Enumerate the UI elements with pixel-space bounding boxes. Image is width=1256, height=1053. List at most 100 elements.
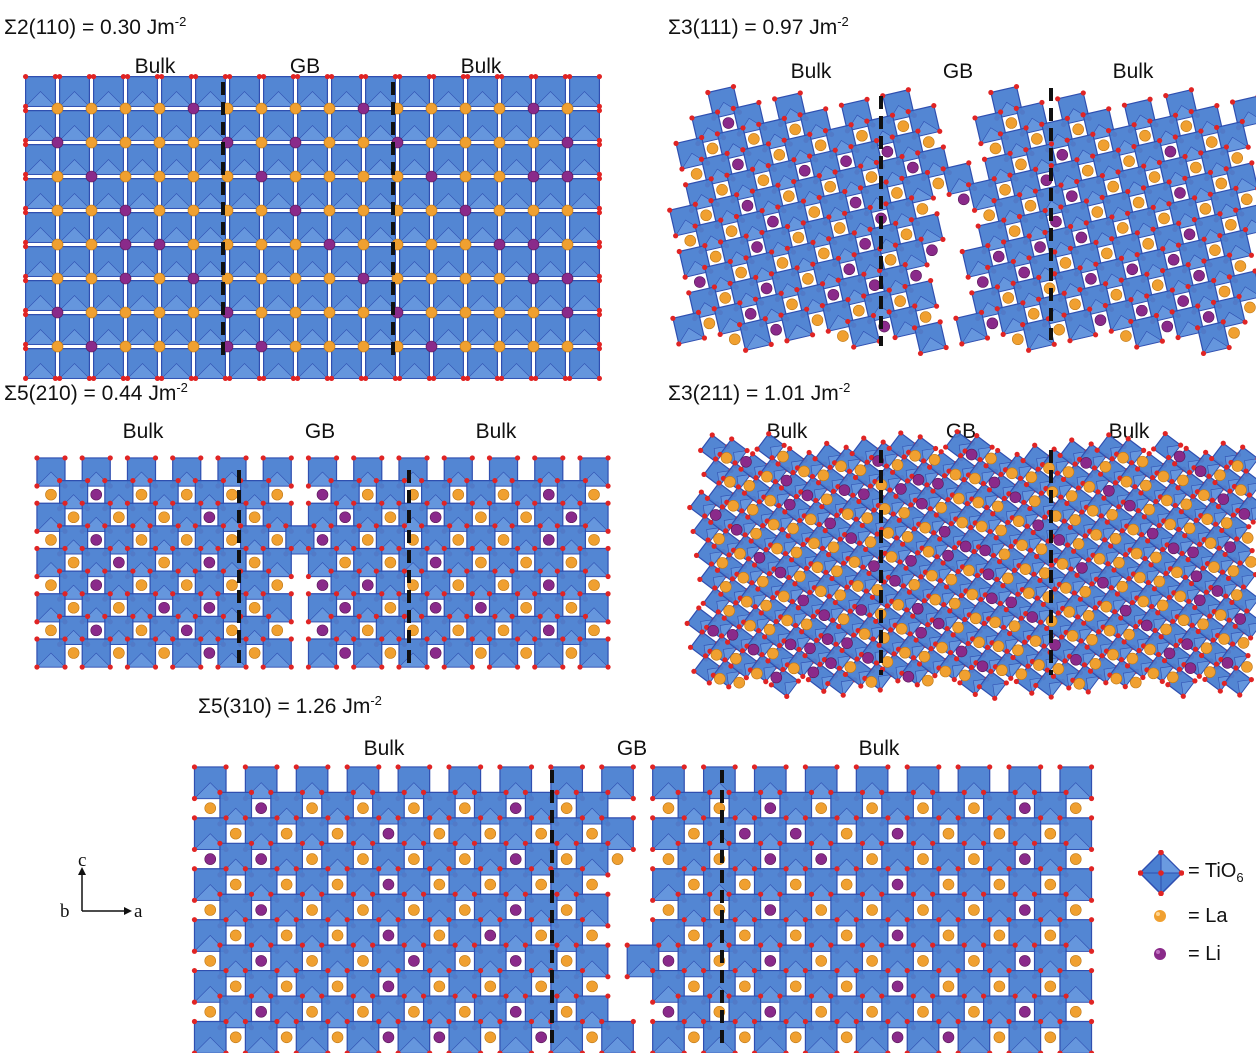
octahedron-face	[364, 295, 397, 311]
oxygen-atom	[596, 205, 603, 212]
la-atom	[221, 272, 234, 285]
la-atom	[85, 306, 98, 319]
octahedron-face	[466, 227, 499, 243]
octahedron-face	[568, 363, 601, 379]
octahedron-face	[500, 329, 533, 345]
octahedron-face	[92, 193, 125, 209]
octahedron-face	[466, 125, 499, 141]
oxygen-atom	[596, 137, 603, 144]
octahedron-face	[24, 261, 57, 277]
octahedron-face	[534, 159, 567, 175]
octahedron-face	[160, 329, 193, 345]
oxygen-atom	[260, 375, 267, 382]
octahedron-face	[126, 363, 159, 379]
la-atom	[323, 340, 336, 353]
la-atom	[153, 204, 166, 217]
la-atom	[493, 204, 506, 217]
li-atom	[561, 136, 574, 149]
oxygen-atom	[22, 341, 29, 348]
oxygen-atom	[596, 375, 603, 382]
octahedron-face	[160, 125, 193, 141]
octahedron-face	[364, 193, 397, 209]
octahedron-face	[432, 125, 465, 141]
octahedron-face	[330, 363, 363, 379]
la-atom	[51, 238, 64, 251]
la-atom	[119, 102, 132, 115]
oxygen-atom	[191, 917, 198, 923]
oxygen-atom	[191, 815, 198, 821]
li-atom	[425, 170, 438, 183]
li-atom	[527, 238, 540, 251]
la-atom	[187, 204, 200, 217]
octahedron-face	[262, 295, 295, 311]
octahedron-face	[466, 193, 499, 209]
li-atom	[357, 272, 370, 285]
oxygen-atom	[596, 141, 603, 148]
octahedron-face	[568, 193, 601, 209]
octahedron-face	[92, 363, 125, 379]
oxygen-atom	[248, 840, 255, 846]
li-atom	[255, 340, 268, 353]
oxygen-atom	[290, 73, 297, 80]
oxygen-atom	[242, 917, 248, 923]
octahedron-face	[466, 91, 499, 107]
octahedron-face	[228, 295, 261, 311]
la-atom	[493, 102, 506, 115]
oxygen-atom	[460, 375, 467, 382]
octahedron-face	[194, 329, 227, 345]
oxygen-atom	[596, 345, 603, 352]
la-atom	[425, 204, 438, 217]
la-atom	[493, 170, 506, 183]
oxygen-atom	[756, 99, 762, 106]
la-atom	[561, 340, 574, 353]
octahedron-face	[58, 261, 91, 277]
la-atom	[187, 340, 200, 353]
octahedron-face	[194, 91, 227, 107]
octahedron-face	[126, 125, 159, 141]
oxygen-atom	[223, 917, 229, 923]
oxygen-atom	[714, 109, 721, 115]
oxygen-atom	[256, 73, 263, 80]
la-atom	[357, 204, 370, 217]
la-atom	[51, 102, 64, 115]
la-atom	[85, 204, 98, 217]
octahedron-face	[500, 193, 533, 209]
octahedron-face	[262, 159, 295, 175]
oxygen-atom	[217, 891, 223, 897]
octahedron-face	[398, 363, 431, 379]
panel-title-s2-110: Σ2(110) = 0.30 Jm-2	[4, 14, 187, 39]
octahedron-face	[126, 295, 159, 311]
octahedron-face	[500, 295, 533, 311]
li-atom	[561, 170, 574, 183]
octahedron-face	[296, 363, 329, 379]
la-atom	[357, 238, 370, 251]
octahedron-face	[24, 295, 57, 311]
octahedron-face	[466, 363, 499, 379]
li-atom	[561, 272, 574, 285]
li-atom	[561, 306, 574, 319]
la-atom	[425, 306, 438, 319]
octahedron-face	[398, 329, 431, 345]
oxygen-atom	[56, 375, 63, 382]
octahedron-face	[432, 91, 465, 107]
oxygen-atom	[217, 840, 223, 846]
octahedron-face	[432, 329, 465, 345]
octahedron-face	[296, 91, 329, 107]
li-atom	[425, 340, 438, 353]
octahedron-face	[228, 329, 261, 345]
octahedron-face	[296, 159, 329, 175]
octahedron-face	[262, 227, 295, 243]
oxygen-atom	[274, 764, 280, 770]
li-atom	[119, 272, 132, 285]
li-atom	[527, 170, 540, 183]
oxygen-atom	[22, 345, 29, 352]
oxygen-atom	[566, 73, 573, 80]
la-atom	[323, 170, 336, 183]
oxygen-atom	[223, 815, 229, 821]
region-label-bulk-right: Bulk	[460, 55, 502, 78]
la-atom	[255, 102, 268, 115]
oxygen-atom	[158, 375, 165, 382]
oxygen-atom	[191, 795, 198, 802]
